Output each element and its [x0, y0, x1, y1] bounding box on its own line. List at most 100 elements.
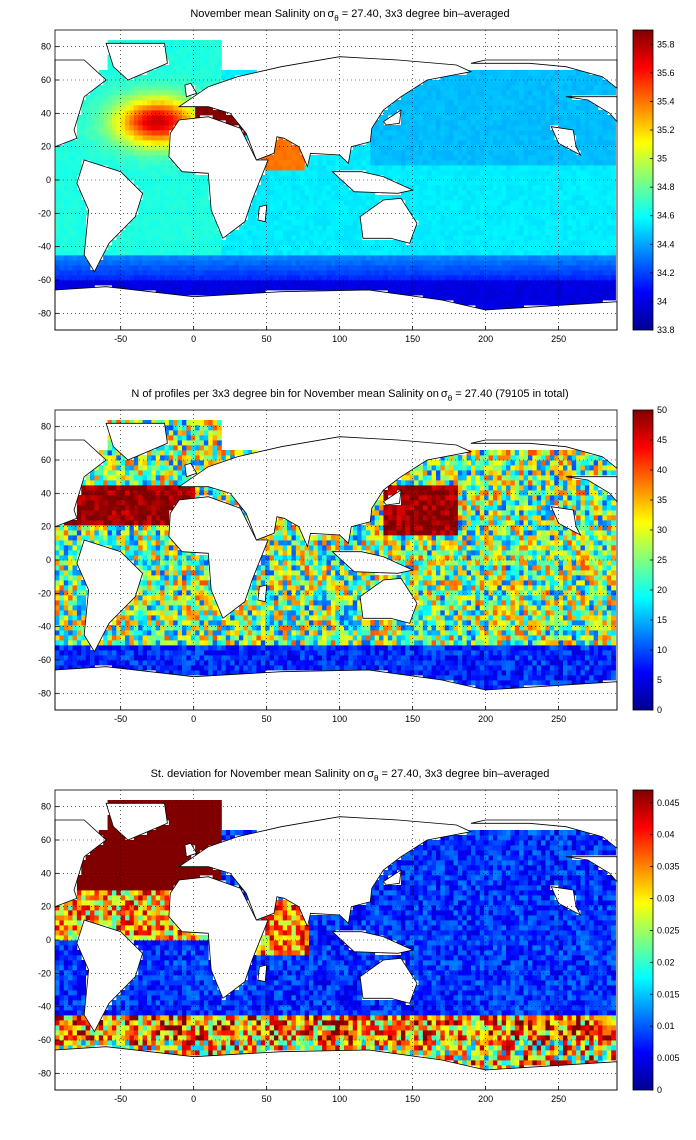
- data-cell: [506, 140, 511, 146]
- data-cell: [107, 40, 113, 46]
- data-cell: [422, 140, 428, 146]
- data-cell: [142, 195, 148, 201]
- data-cell: [138, 90, 143, 96]
- data-cell: [475, 120, 481, 126]
- data-cell: [278, 285, 284, 291]
- data-cell: [501, 95, 507, 101]
- data-cell: [462, 75, 468, 81]
- data-cell: [81, 120, 87, 126]
- data-cell: [497, 270, 503, 276]
- data-cell: [63, 555, 69, 561]
- data-cell: [247, 230, 253, 236]
- data-cell: [409, 210, 415, 216]
- data-cell: [383, 255, 389, 261]
- data-cell: [195, 240, 200, 246]
- data-cell: [146, 220, 152, 226]
- data-cell: [111, 270, 117, 276]
- data-cell: [103, 75, 108, 81]
- data-cell: [265, 255, 270, 261]
- data-cell: [151, 40, 157, 46]
- data-cell: [396, 290, 402, 296]
- data-cell: [449, 165, 454, 171]
- data-cell: [466, 270, 472, 276]
- data-cell: [76, 205, 82, 211]
- data-cell: [379, 280, 384, 286]
- data-cell: [440, 295, 446, 301]
- data-cell: [383, 260, 389, 266]
- data-cell: [85, 275, 91, 281]
- data-cell: [55, 155, 60, 161]
- data-cell: [541, 140, 546, 146]
- data-cell: [208, 285, 214, 291]
- data-cell: [514, 220, 520, 226]
- data-cell: [396, 165, 402, 171]
- data-cell: [348, 200, 354, 206]
- data-cell: [256, 270, 262, 276]
- data-cell: [76, 170, 82, 176]
- data-cell: [326, 225, 332, 231]
- data-cell: [392, 285, 397, 291]
- data-cell: [571, 90, 577, 96]
- data-cell: [59, 170, 65, 176]
- data-cell: [584, 250, 590, 256]
- data-cell: [151, 255, 157, 261]
- data-cell: [103, 260, 108, 266]
- data-cell: [571, 285, 577, 291]
- data-cell: [107, 255, 113, 261]
- data-cell: [146, 160, 152, 166]
- data-cell: [151, 110, 157, 116]
- data-cell: [55, 645, 60, 651]
- data-cell: [138, 200, 143, 206]
- data-cell: [584, 155, 590, 161]
- data-cell: [94, 110, 100, 116]
- data-cell: [243, 250, 249, 256]
- data-cell: [142, 90, 148, 96]
- data-cell: [155, 265, 161, 271]
- data-cell: [492, 75, 498, 81]
- data-cell: [63, 255, 69, 261]
- data-cell: [554, 190, 560, 196]
- data-cell: [142, 40, 148, 46]
- data-cell: [63, 530, 69, 536]
- data-cell: [589, 135, 595, 141]
- data-cell: [230, 280, 235, 286]
- data-cell: [427, 80, 433, 86]
- data-cell: [510, 190, 516, 196]
- data-cell: [125, 135, 130, 141]
- data-cell: [571, 280, 577, 286]
- data-cell: [598, 140, 603, 146]
- data-cell: [260, 255, 266, 261]
- data-cell: [383, 270, 389, 276]
- data-cell: [59, 530, 65, 536]
- data-cell: [138, 180, 143, 186]
- data-cell: [295, 160, 301, 166]
- data-cell: [519, 80, 524, 86]
- data-cell: [81, 235, 87, 241]
- data-cell: [177, 170, 183, 176]
- data-cell: [580, 205, 586, 211]
- data-cell: [365, 140, 371, 146]
- data-cell: [580, 230, 586, 236]
- data-cell: [199, 60, 205, 66]
- data-cell: [374, 265, 380, 271]
- data-cell: [519, 110, 524, 116]
- data-cell: [449, 190, 454, 196]
- data-cell: [523, 290, 529, 296]
- data-cell: [598, 265, 603, 271]
- data-cell: [392, 250, 397, 256]
- data-cell: [142, 135, 148, 141]
- data-cell: [444, 175, 450, 181]
- data-cell: [182, 50, 187, 56]
- data-cell: [238, 265, 244, 271]
- data-cell: [584, 150, 590, 156]
- data-cell: [580, 115, 586, 121]
- data-cell: [593, 235, 599, 241]
- data-cell: [59, 590, 65, 596]
- data-cell: [72, 660, 78, 666]
- data-cell: [545, 235, 551, 241]
- data-cell: [98, 475, 104, 481]
- data-cell: [133, 270, 139, 276]
- data-cell: [589, 85, 595, 91]
- data-cell: [523, 150, 529, 156]
- data-cell: [400, 130, 406, 136]
